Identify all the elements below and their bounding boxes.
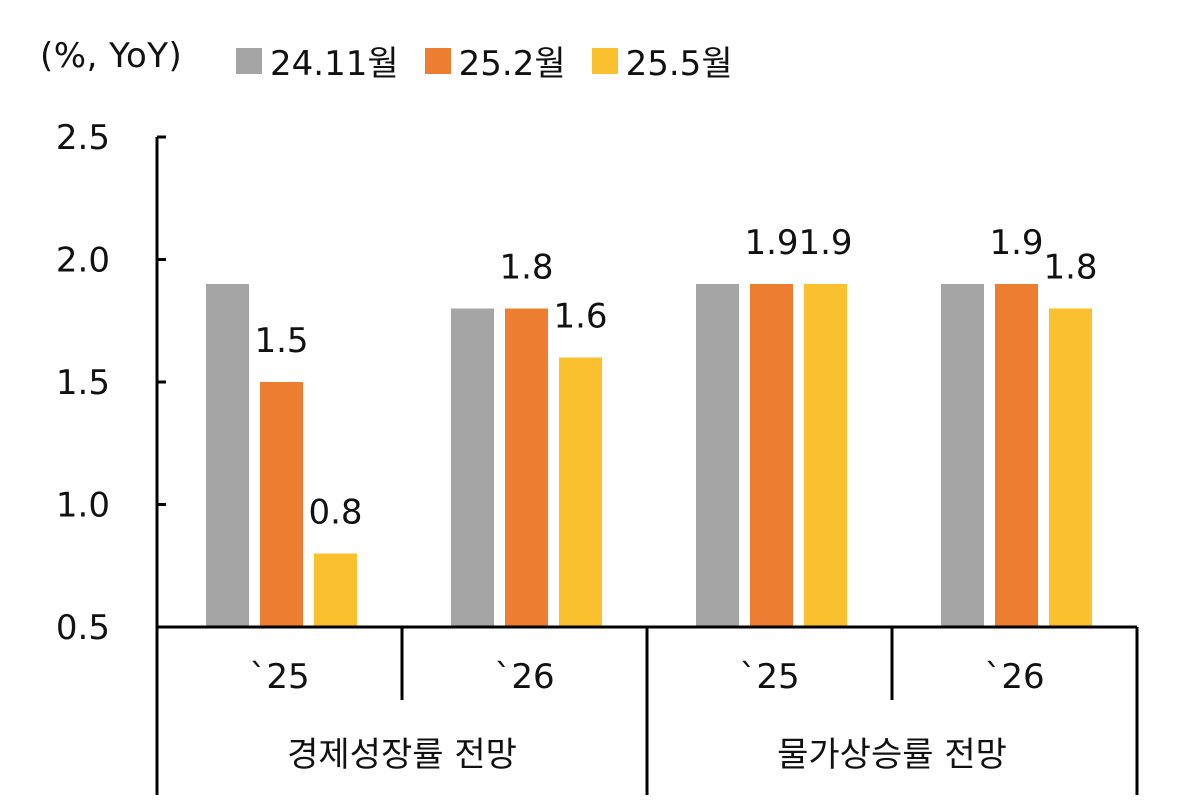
x-tick-label-3: `26 xyxy=(984,657,1044,697)
bar-s2-c0 xyxy=(314,553,357,627)
group-label-1: 물가상승률 전망 xyxy=(777,735,1007,775)
bar-s0-c3 xyxy=(941,284,984,627)
data-label-s2-c3: 1.8 xyxy=(1043,248,1097,288)
y-tick-label-3: 2.0 xyxy=(56,241,110,281)
data-label-s2-c0: 0.8 xyxy=(308,493,362,533)
data-label-s1-c1: 1.8 xyxy=(499,248,553,288)
unit-label: (%, YoY) xyxy=(40,36,183,76)
bar-s0-c2 xyxy=(696,284,739,627)
bar-s0-c0 xyxy=(206,284,249,627)
group-label-0: 경제성장률 전망 xyxy=(287,735,517,775)
data-label-s2-c1: 1.6 xyxy=(553,297,607,337)
legend-item-0: 24.11월 xyxy=(236,36,399,85)
legend-label-0: 24.11월 xyxy=(270,44,399,84)
data-label-s2-c2: 1.9 xyxy=(798,223,852,263)
legend: 24.11월 25.2월 25.5월 xyxy=(236,36,759,85)
data-label-s1-c3: 1.9 xyxy=(989,223,1043,263)
legend-item-2: 25.5월 xyxy=(591,36,733,85)
bar-s1-c3 xyxy=(995,284,1038,627)
x-tick-label-1: `26 xyxy=(494,657,554,697)
data-label-s1-c2: 1.9 xyxy=(744,223,798,263)
y-tick-label-1: 1.0 xyxy=(56,486,110,526)
legend-swatch-1 xyxy=(424,47,451,74)
y-tick-label-4: 2.5 xyxy=(56,118,110,158)
bar-s1-c0 xyxy=(260,382,303,627)
legend-swatch-2 xyxy=(591,47,618,74)
data-label-s1-c0: 1.5 xyxy=(254,321,308,361)
legend-swatch-0 xyxy=(236,47,262,74)
bar-s0-c1 xyxy=(451,308,494,627)
x-tick-label-0: `25 xyxy=(249,657,309,697)
legend-item-1: 25.2월 xyxy=(424,36,566,85)
y-tick-label-0: 0.5 xyxy=(56,608,110,648)
y-tick-label-2: 1.5 xyxy=(56,363,110,403)
legend-label-1: 25.2월 xyxy=(458,44,566,84)
x-tick-label-2: `25 xyxy=(739,657,799,697)
bar-s2-c2 xyxy=(804,284,847,627)
bar-s2-c3 xyxy=(1049,308,1092,627)
bar-s1-c2 xyxy=(750,284,793,627)
bar-s2-c1 xyxy=(559,357,602,627)
bar-s1-c1 xyxy=(505,308,548,627)
legend-label-2: 25.5월 xyxy=(625,44,733,84)
